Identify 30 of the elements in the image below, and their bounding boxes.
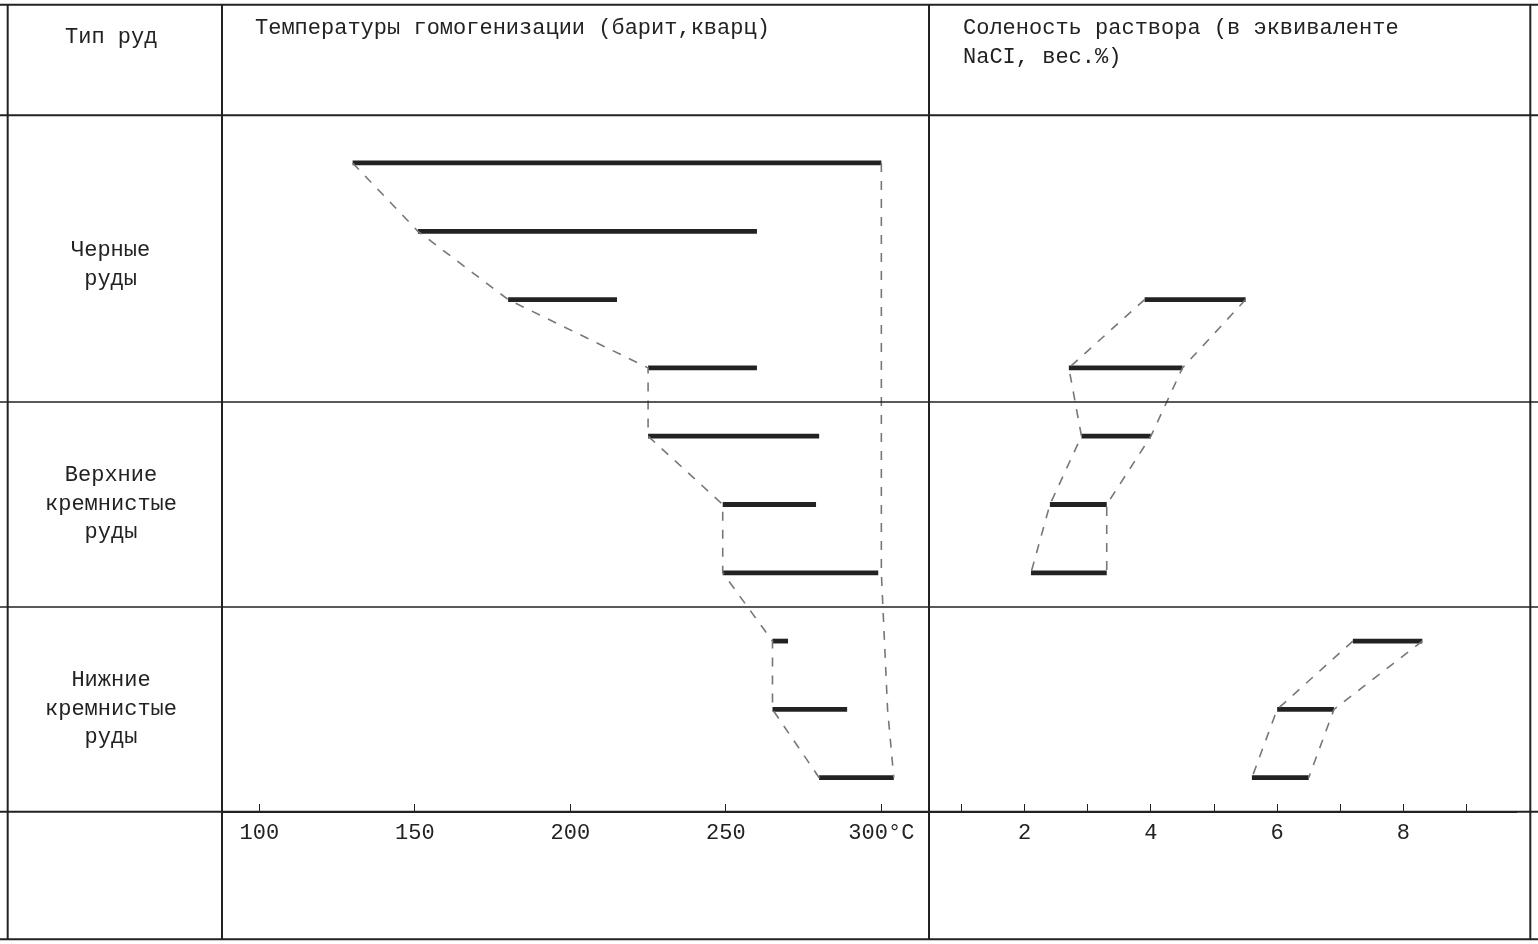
bar	[722, 502, 817, 507]
bar	[1277, 707, 1334, 712]
bar	[1144, 297, 1246, 302]
text: Верхние кремнистые руды	[45, 463, 178, 546]
bar	[1030, 570, 1107, 576]
x-tick-label: 150	[395, 821, 435, 847]
text: Тип руд	[65, 25, 158, 50]
bar	[417, 228, 757, 234]
x-tick-label: 4	[1144, 821, 1158, 847]
x-tick-label: 300°C	[848, 821, 915, 847]
bar	[1068, 365, 1183, 371]
x-tick-label: 250	[706, 821, 746, 847]
x-tick-label: 100	[239, 821, 280, 847]
x-tick-label: 6	[1270, 821, 1284, 847]
bar	[1081, 433, 1151, 439]
bar	[1049, 502, 1107, 507]
text: Нижние кремнистые руды	[45, 668, 178, 751]
bar	[819, 775, 894, 781]
bar	[722, 570, 879, 576]
bar	[648, 365, 757, 371]
x-tick-label: 2	[1018, 821, 1032, 847]
bar	[1251, 775, 1309, 781]
bar	[772, 707, 848, 712]
chart-title: Температуры гомогенизации (барит,кварц)	[255, 16, 770, 41]
x-tick-label: 8	[1396, 821, 1410, 847]
text: Черные руды	[71, 238, 151, 292]
bar	[648, 433, 820, 439]
bar	[508, 297, 617, 302]
chart-title: Соленость раствора (в эквиваленте NaCI, вес.%)	[963, 16, 1399, 70]
x-tick-label: 200	[550, 821, 591, 847]
